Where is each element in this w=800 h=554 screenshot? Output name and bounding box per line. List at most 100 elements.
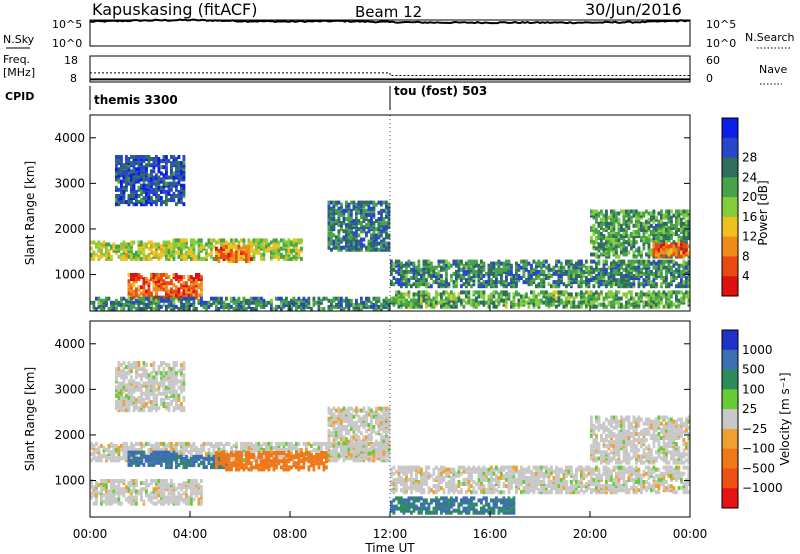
power-cell — [372, 233, 376, 238]
power-cell — [682, 246, 686, 251]
power-cell — [165, 198, 168, 203]
power-cell — [442, 267, 446, 272]
power-cell — [547, 263, 551, 268]
velocity-cell — [225, 465, 228, 470]
power-cell — [170, 293, 173, 298]
power-cell — [395, 263, 398, 268]
power-cell — [435, 294, 438, 299]
velocity-cell — [225, 457, 228, 462]
power-cell — [410, 267, 413, 272]
power-cell — [675, 254, 678, 259]
power-cell — [102, 298, 106, 303]
power-cell — [365, 212, 368, 217]
power-cell — [557, 274, 561, 278]
velocity-cell — [325, 446, 328, 450]
power-cell — [182, 171, 186, 176]
power-cell — [595, 290, 598, 295]
power-cell — [130, 155, 133, 159]
power-cell — [585, 259, 588, 264]
power-cell — [260, 244, 263, 249]
power-cell — [157, 256, 161, 261]
power-cell — [170, 302, 173, 307]
power-cell — [230, 238, 233, 243]
velocity-cell — [367, 441, 371, 446]
velocity-cell — [107, 450, 111, 455]
power-cell — [575, 294, 578, 299]
power-cell — [660, 250, 663, 255]
power-cell — [132, 181, 136, 186]
power-cell — [222, 304, 226, 309]
velocity-cell — [137, 462, 141, 467]
power-cell — [135, 279, 138, 284]
power-cell — [185, 244, 188, 249]
power-cell — [265, 302, 268, 307]
power-cell — [612, 259, 616, 264]
velocity-cell — [180, 454, 183, 459]
power-cell — [477, 282, 481, 287]
power-cell — [140, 185, 143, 190]
power-cell — [337, 229, 341, 234]
power-cell — [105, 248, 108, 253]
power-cell — [125, 169, 128, 174]
velocity-cell — [190, 456, 193, 461]
power-cell — [525, 267, 528, 272]
power-cell — [655, 238, 658, 243]
power-cell — [235, 244, 238, 249]
power-band — [127, 273, 203, 300]
power-cell — [635, 234, 638, 239]
power-cell — [120, 159, 123, 164]
power-cell — [365, 225, 368, 230]
power-cell — [602, 227, 606, 232]
power-cell — [622, 232, 626, 236]
power-cell — [430, 302, 433, 307]
power-cell — [517, 298, 521, 303]
power-cell — [645, 282, 648, 287]
velocity-cell — [260, 467, 263, 472]
power-cell — [165, 240, 168, 245]
power-cell — [130, 194, 133, 198]
velocity-cell — [175, 452, 178, 457]
power-cell — [612, 242, 616, 247]
power-cell — [587, 282, 591, 287]
power-cell — [630, 209, 633, 214]
power-cell — [437, 292, 441, 297]
power-cell — [327, 204, 331, 209]
velocity-cell — [247, 446, 251, 450]
power-cell — [617, 217, 621, 222]
power-cell — [660, 254, 663, 259]
power-cell — [127, 298, 131, 303]
power-cell — [662, 238, 666, 243]
power-cell — [160, 196, 163, 200]
velocity-cell — [125, 456, 128, 461]
power-cell — [302, 302, 306, 307]
power-cell — [655, 269, 658, 274]
power-cell — [512, 280, 516, 285]
power-cell — [337, 212, 341, 217]
power-cell — [167, 198, 171, 203]
power-cell — [185, 281, 188, 286]
power-cell — [150, 181, 153, 186]
velocity-cell — [245, 453, 248, 458]
power-cell — [620, 246, 623, 251]
velocity-cell — [172, 454, 176, 459]
power-cell — [360, 304, 363, 309]
power-cell — [115, 307, 118, 311]
power-cell — [340, 208, 343, 213]
power-cell — [667, 269, 671, 274]
power-cell — [165, 256, 168, 261]
power-cell — [640, 238, 643, 243]
power-cell — [450, 304, 453, 309]
power-cell — [622, 246, 626, 251]
power-cell — [557, 294, 561, 299]
power-cell — [657, 274, 661, 278]
velocity-cell — [92, 456, 96, 461]
power-cell — [552, 267, 556, 272]
velocity-cell — [250, 461, 253, 466]
velocity-cell — [222, 443, 226, 448]
power-cell — [147, 179, 151, 184]
power-cell — [612, 234, 616, 239]
power-cell — [340, 245, 343, 250]
power-cell — [227, 302, 231, 307]
velocity-cell — [202, 441, 206, 446]
power-cell — [420, 267, 423, 272]
